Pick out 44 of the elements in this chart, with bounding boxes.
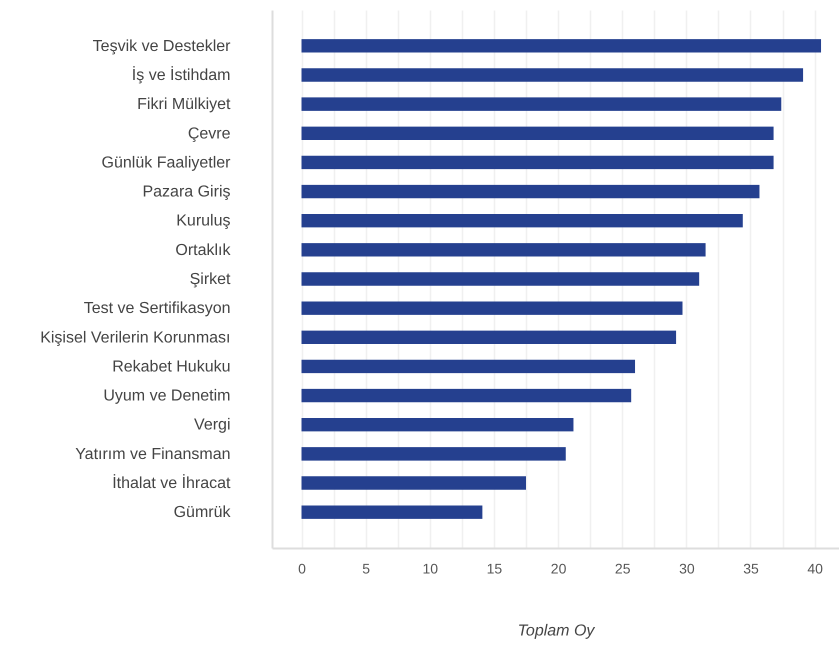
y-tick-label: Günlük Faaliyetler bbox=[102, 154, 232, 172]
y-tick-label: Vergi bbox=[194, 416, 230, 434]
bar bbox=[302, 39, 822, 53]
bar bbox=[302, 447, 566, 461]
x-tick-label: 40 bbox=[807, 560, 824, 576]
y-tick-label: Çevre bbox=[188, 125, 231, 142]
bar bbox=[302, 476, 526, 490]
bar bbox=[302, 243, 706, 257]
y-tick-label: Gümrük bbox=[174, 504, 232, 522]
bar bbox=[302, 301, 682, 315]
y-tick-label: Fikri Mülkiyet bbox=[137, 96, 232, 114]
y-tick-label: Rekabet Hukuku bbox=[112, 358, 230, 376]
y-tick-label: Ortaklık bbox=[175, 242, 232, 259]
y-tick-label: Uyum ve Denetim bbox=[103, 388, 230, 405]
bar bbox=[302, 156, 774, 170]
x-tick-label: 20 bbox=[550, 560, 567, 576]
bar bbox=[302, 184, 760, 198]
x-tick-label: 5 bbox=[362, 560, 370, 576]
bar bbox=[302, 330, 676, 344]
bar bbox=[302, 97, 782, 111]
bar bbox=[302, 214, 743, 228]
x-tick-label: 10 bbox=[422, 560, 438, 576]
x-tick-label: 30 bbox=[679, 560, 695, 576]
y-tick-label: Yatırım ve Finansman bbox=[75, 446, 230, 463]
y-tick-label: İthalat ve İhracat bbox=[112, 474, 232, 492]
y-tick-label: Kuruluş bbox=[176, 212, 230, 230]
y-tick-label: Pazara Giriş bbox=[142, 184, 230, 201]
bar bbox=[302, 418, 574, 432]
x-tick-label: 25 bbox=[614, 560, 631, 576]
y-tick-label: Test ve Sertifikasyon bbox=[84, 300, 230, 318]
y-tick-label: İş ve İstihdam bbox=[132, 66, 230, 84]
y-tick-label: Kişisel Verilerin Korunması bbox=[40, 329, 230, 346]
x-tick-label: 15 bbox=[486, 560, 502, 576]
bar bbox=[302, 388, 632, 402]
bar bbox=[302, 360, 636, 374]
bar bbox=[302, 126, 774, 140]
bar bbox=[302, 505, 482, 519]
y-tick-label: Şirket bbox=[190, 271, 232, 288]
y-tick-label: Teşvik ve Destekler bbox=[92, 38, 232, 55]
x-tick-label: 35 bbox=[743, 560, 759, 576]
x-tick-label: 0 bbox=[298, 560, 306, 576]
bar bbox=[302, 68, 804, 82]
x-axis-title: Toplam Oy bbox=[518, 622, 596, 640]
bar bbox=[302, 272, 700, 286]
